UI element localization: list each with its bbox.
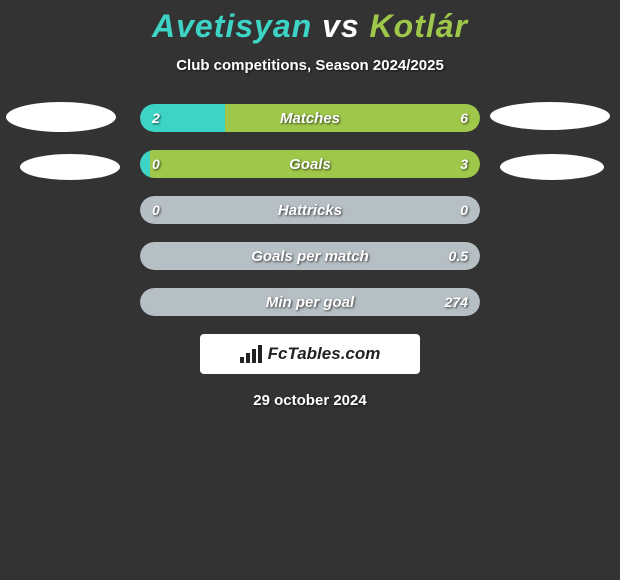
stat-row: Goals03: [140, 150, 480, 178]
decorative-oval: [490, 102, 610, 130]
vs-text: vs: [322, 8, 360, 44]
bar-neutral-fill: [140, 196, 480, 224]
stat-row: Matches26: [140, 104, 480, 132]
bar-left-fill: [140, 150, 150, 178]
subtitle: Club competitions, Season 2024/2025: [0, 57, 620, 74]
credit-text: FcTables.com: [268, 344, 381, 364]
bar-right-fill: [225, 104, 480, 132]
bar-right-fill: [150, 150, 480, 178]
stat-row: Goals per match0.5: [140, 242, 480, 270]
decorative-oval: [500, 154, 604, 180]
credit-badge: FcTables.com: [200, 334, 420, 374]
stat-row: Hattricks00: [140, 196, 480, 224]
comparison-card: Avetisyan vs Kotlár Club competitions, S…: [0, 0, 620, 342]
bar-neutral-fill: [140, 242, 480, 270]
player2-name: Kotlár: [370, 8, 468, 44]
bar-neutral-fill: [140, 288, 480, 316]
player1-name: Avetisyan: [152, 8, 312, 44]
decorative-oval: [6, 102, 116, 132]
page-title: Avetisyan vs Kotlár: [0, 8, 620, 45]
stat-row: Min per goal274: [140, 288, 480, 316]
bar-left-fill: [140, 104, 225, 132]
bars-icon: [240, 345, 262, 363]
decorative-oval: [20, 154, 120, 180]
comparison-chart: Matches26 Goals03 Hattricks00 Goals per mat…: [0, 102, 620, 342]
date-text: 29 october 2024: [0, 392, 620, 409]
